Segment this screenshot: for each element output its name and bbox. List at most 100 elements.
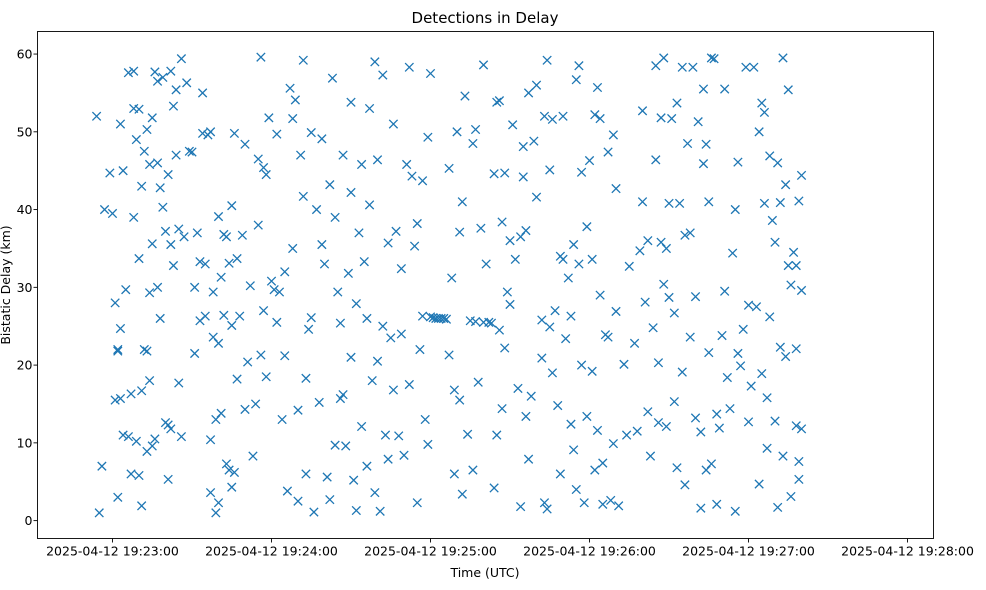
data-point <box>113 492 123 502</box>
data-point <box>383 454 393 464</box>
data-point <box>197 128 208 139</box>
data-point <box>765 151 775 161</box>
data-point <box>582 411 592 422</box>
data-point <box>258 162 269 173</box>
data-point <box>147 113 157 123</box>
data-point <box>762 443 772 453</box>
data-point <box>272 129 282 139</box>
data-point <box>698 159 709 169</box>
data-point <box>608 438 619 449</box>
data-point <box>396 264 407 274</box>
data-point <box>362 461 372 471</box>
data-point <box>285 83 295 93</box>
data-point <box>423 132 433 142</box>
data-point <box>192 228 202 238</box>
data-point <box>611 183 621 194</box>
data-point <box>298 191 308 202</box>
data-point <box>796 285 807 296</box>
data-point <box>253 220 263 230</box>
data-point <box>404 62 414 72</box>
data-point <box>709 54 719 64</box>
data-point <box>346 187 356 198</box>
data-point <box>330 212 340 223</box>
data-point <box>770 416 780 426</box>
data-point <box>176 431 187 442</box>
data-point <box>478 60 489 70</box>
data-point <box>160 226 171 237</box>
data-point <box>746 381 756 391</box>
data-point <box>780 180 791 190</box>
data-point <box>134 470 144 481</box>
data-point <box>664 292 674 303</box>
data-point <box>425 312 436 322</box>
data-point <box>298 55 308 65</box>
data-point <box>725 403 735 414</box>
data-point <box>550 306 560 316</box>
data-point <box>606 495 616 506</box>
data-point <box>690 292 701 302</box>
data-point <box>280 267 290 277</box>
data-point <box>770 237 780 247</box>
data-point <box>696 427 706 437</box>
data-point <box>354 228 364 238</box>
data-point <box>417 311 428 321</box>
data-point <box>571 484 581 495</box>
data-point <box>142 124 152 135</box>
data-point <box>113 344 123 355</box>
data-point <box>179 232 189 242</box>
data-point <box>301 469 311 479</box>
data-point <box>653 358 664 368</box>
data-point <box>505 299 515 310</box>
data-point <box>579 498 589 508</box>
data-point <box>378 321 388 331</box>
data-point <box>343 268 354 278</box>
data-point <box>250 399 261 409</box>
data-point <box>545 165 555 175</box>
data-point <box>794 474 804 485</box>
data-point <box>773 502 783 513</box>
data-point <box>404 379 414 390</box>
data-point <box>730 506 740 516</box>
data-point <box>288 243 298 254</box>
data-point <box>720 84 730 94</box>
data-point <box>462 429 473 439</box>
data-point <box>115 323 126 334</box>
data-point <box>523 454 534 464</box>
data-point <box>338 150 348 160</box>
data-point <box>531 80 542 90</box>
data-point <box>166 239 176 250</box>
data-point <box>378 70 388 80</box>
data-point <box>227 201 237 211</box>
data-point <box>144 159 155 170</box>
data-point <box>494 96 505 106</box>
data-point <box>113 346 123 356</box>
data-point <box>197 88 208 98</box>
data-point <box>720 286 730 296</box>
data-point <box>131 436 142 446</box>
data-point <box>317 239 327 250</box>
data-point <box>142 346 152 356</box>
data-point <box>401 159 412 170</box>
data-point <box>290 95 301 105</box>
data-point <box>558 254 568 264</box>
data-point <box>460 91 470 101</box>
data-point <box>131 134 142 145</box>
data-point <box>136 386 147 396</box>
data-point <box>603 147 613 157</box>
data-point <box>521 225 531 236</box>
data-point <box>762 393 772 403</box>
data-point <box>123 68 134 78</box>
data-point <box>582 222 592 232</box>
data-point <box>502 287 513 297</box>
x-axis-label: Time (UTC) <box>449 565 519 580</box>
data-point <box>704 197 714 207</box>
data-point <box>152 282 163 292</box>
data-point <box>508 120 518 130</box>
data-points <box>91 52 807 518</box>
data-point <box>526 391 536 401</box>
data-point <box>637 106 648 116</box>
data-point <box>219 310 229 320</box>
data-point <box>303 324 314 334</box>
data-point <box>794 196 804 206</box>
data-point <box>240 139 250 149</box>
